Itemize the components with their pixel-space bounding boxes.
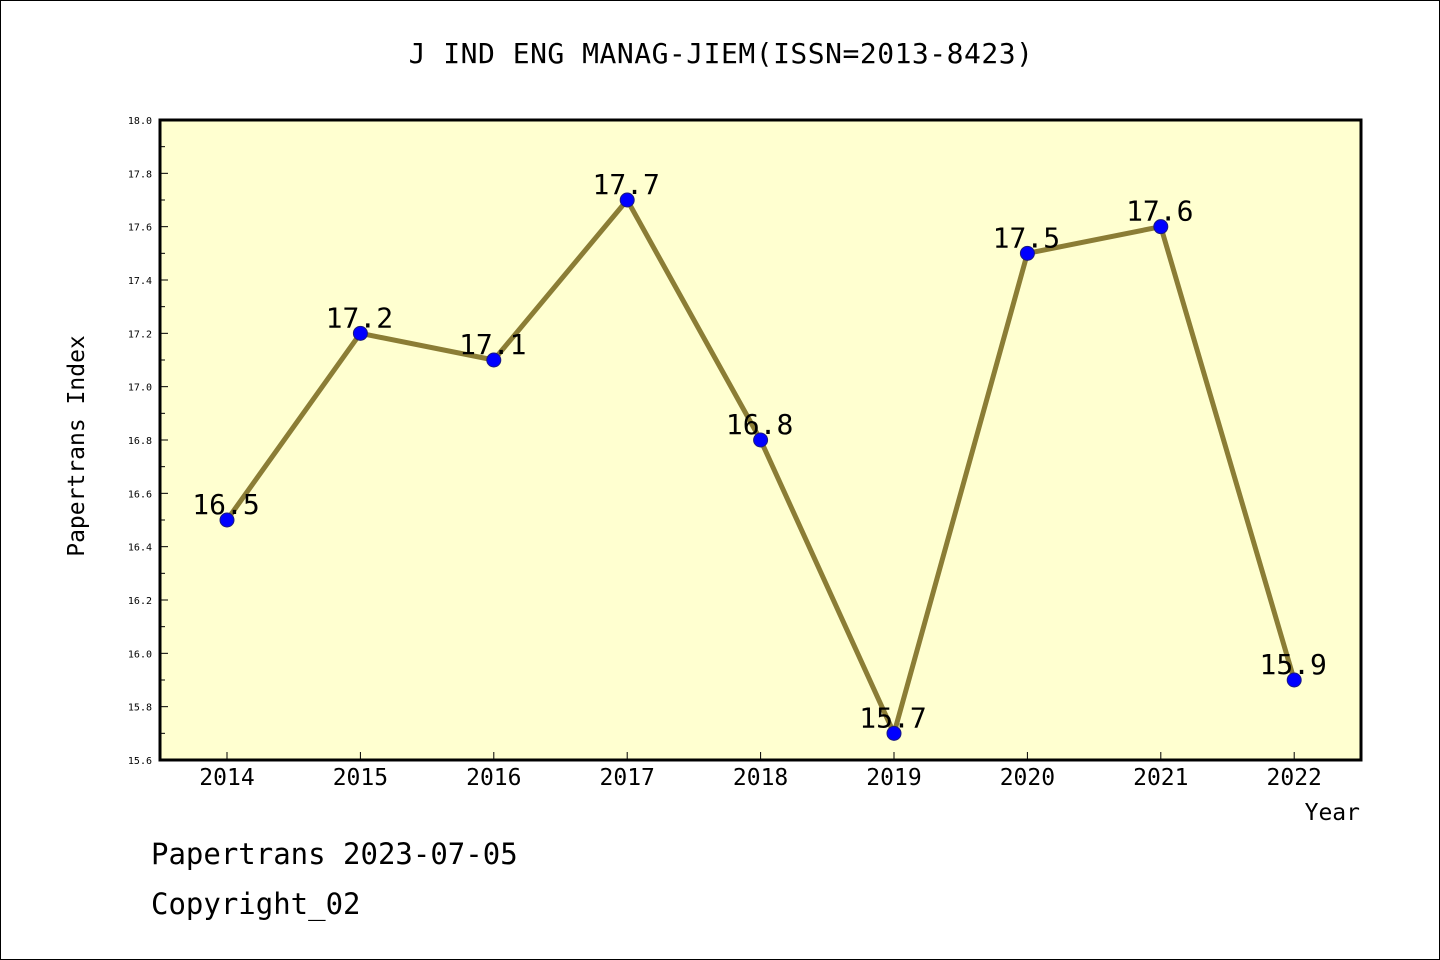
x-tick-label: 2022	[1267, 765, 1322, 791]
y-tick-label: 16.2	[128, 596, 152, 607]
data-label: 17.7	[592, 168, 659, 201]
x-tick-label: 2016	[466, 765, 521, 791]
data-point-marker	[1286, 672, 1302, 688]
data-point-marker	[219, 512, 235, 528]
series-line-segment	[1024, 224, 1164, 256]
series-line-segment	[1158, 224, 1297, 683]
data-label: 15.7	[859, 701, 926, 734]
data-label: 16.8	[726, 408, 793, 441]
data-point-marker	[753, 432, 769, 448]
x-tick-label: 2020	[1000, 765, 1055, 791]
data-label: 17.1	[459, 328, 526, 361]
series-line-segment	[491, 197, 630, 363]
data-point-marker	[1019, 245, 1035, 261]
y-tick-label: 17.4	[128, 276, 152, 287]
y-tick-label: 16.4	[128, 543, 152, 554]
series-line-segment	[891, 250, 1030, 736]
x-tick-label: 2014	[199, 765, 254, 791]
y-tick-label: 16.8	[128, 436, 152, 447]
y-tick-label: 18.0	[128, 116, 152, 127]
y-tick-label: 17.6	[128, 223, 152, 234]
data-label: 17.5	[993, 221, 1060, 254]
data-label: 17.6	[1126, 195, 1193, 228]
x-tick-label: 2017	[600, 765, 655, 791]
x-tick-label: 2019	[866, 765, 921, 791]
y-tick-label: 15.8	[128, 703, 152, 714]
series-line-segment	[758, 437, 897, 736]
data-label: 16.5	[192, 488, 259, 521]
y-tick-label: 16.0	[128, 649, 152, 660]
footer-source: Papertrans 2023-07-05	[151, 837, 518, 871]
y-tick-label: 16.6	[128, 489, 152, 500]
data-point-marker	[619, 192, 635, 208]
chart-title: J IND ENG MANAG-JIEM(ISSN=2013-8423)	[408, 37, 1034, 70]
footer-copyright: Copyright_02	[151, 887, 361, 921]
data-point-marker	[486, 352, 502, 368]
y-tick-label: 17.0	[128, 383, 152, 394]
series-line-segment	[357, 330, 497, 363]
y-axis-label: Papertrans Index	[64, 335, 90, 557]
x-axis-label: Year	[1305, 800, 1360, 826]
series-line-segment	[224, 330, 363, 523]
y-tick-label: 17.2	[128, 329, 152, 340]
data-point-marker	[1153, 219, 1169, 235]
data-label: 15.9	[1259, 648, 1326, 681]
data-label: 17.2	[326, 301, 393, 334]
x-tick-label: 2018	[733, 765, 788, 791]
data-point-marker	[886, 725, 902, 741]
y-tick-label: 15.6	[128, 756, 152, 767]
x-tick-label: 2015	[333, 765, 388, 791]
data-point-marker	[352, 325, 368, 341]
y-tick-label: 17.8	[128, 169, 152, 180]
series-line-segment	[624, 197, 764, 443]
x-tick-label: 2021	[1133, 765, 1188, 791]
